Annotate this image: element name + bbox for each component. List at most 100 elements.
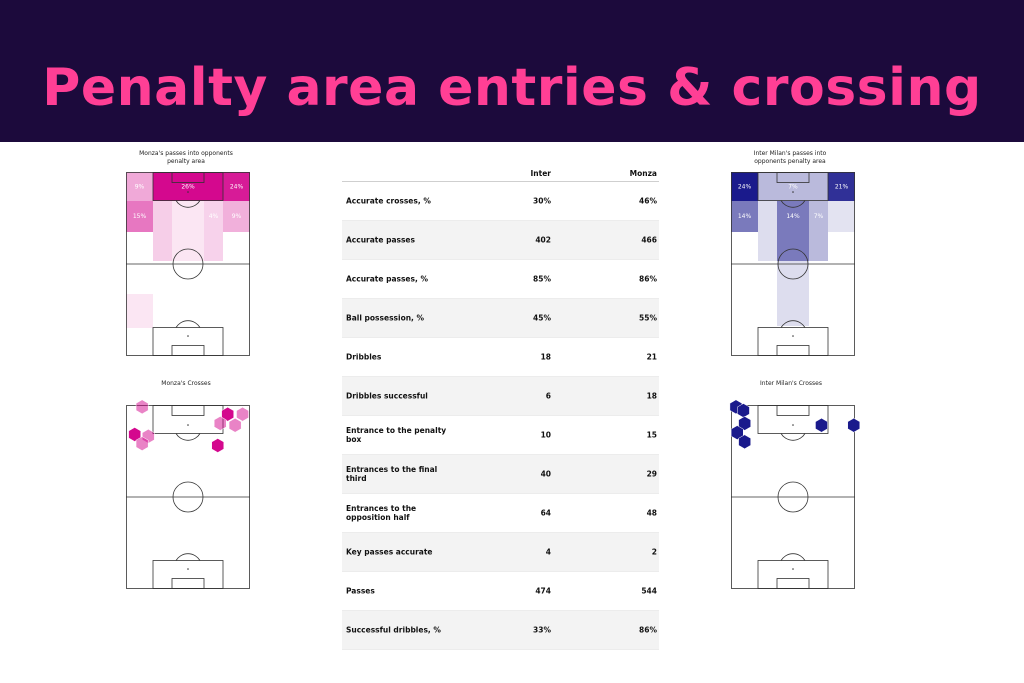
title-banner bbox=[0, 0, 1024, 142]
top-penalty-box bbox=[152, 405, 224, 434]
stat-value-inter: 40 bbox=[540, 469, 551, 479]
stat-label: Accurate passes bbox=[346, 235, 415, 245]
stat-value-monza: 544 bbox=[641, 586, 657, 596]
stat-value-monza: 18 bbox=[646, 391, 657, 401]
bottom-penalty-box bbox=[152, 327, 224, 356]
top-penalty-spot bbox=[187, 191, 189, 193]
top-penalty-spot bbox=[792, 424, 794, 426]
cross-hex bbox=[228, 417, 242, 433]
heat-cell-label: 9% bbox=[135, 184, 145, 191]
heat-cell-mid-left-low bbox=[126, 294, 153, 328]
heat-cell-label: 14% bbox=[786, 213, 800, 220]
heat-cell-box-center-right bbox=[204, 201, 223, 261]
stat-label: Passes bbox=[346, 586, 375, 596]
stat-value-inter: 474 bbox=[535, 586, 551, 596]
stat-value-inter: 402 bbox=[535, 235, 551, 245]
heat-cell-box-left-top bbox=[731, 172, 758, 201]
cross-hex bbox=[730, 425, 744, 440]
heat-cell-box-right-top bbox=[223, 172, 250, 201]
top-penalty-arc bbox=[175, 200, 201, 208]
table-row: Successful dribbles, % 33% 86% bbox=[342, 611, 659, 650]
stats-table: Inter Monza Accurate crosses, % 30% 46% Acc… bbox=[342, 164, 659, 650]
heat-cell-label: 7% bbox=[814, 213, 824, 220]
cross-hex bbox=[211, 438, 225, 453]
center-circle bbox=[777, 248, 809, 280]
heat-cell-box-right bbox=[828, 201, 855, 232]
heat-cell-label: 7% bbox=[788, 184, 798, 191]
table-row: Entrances to the final third 40 29 bbox=[342, 455, 659, 494]
center-circle bbox=[172, 481, 204, 513]
stat-value-monza: 29 bbox=[646, 469, 657, 479]
top-goal-area bbox=[171, 172, 205, 183]
bottom-goal-area bbox=[776, 345, 810, 356]
heat-cell-label: 21% bbox=[835, 184, 849, 191]
pitch-lines bbox=[126, 405, 250, 589]
stat-label: Successful dribbles, % bbox=[346, 625, 441, 635]
stat-value-inter: 10 bbox=[540, 430, 551, 440]
stat-value-monza: 86% bbox=[639, 274, 657, 284]
table-row: Passes 474 544 bbox=[342, 572, 659, 611]
stat-value-inter: 45% bbox=[533, 313, 551, 323]
stat-value-monza: 15 bbox=[646, 430, 657, 440]
heat-cell-box-center bbox=[777, 201, 809, 261]
bottom-penalty-box bbox=[757, 327, 829, 356]
inter-crosses-pitch bbox=[729, 399, 861, 589]
stat-value-inter: 18 bbox=[540, 352, 551, 362]
page-title: Penalty area entries & crossing bbox=[42, 58, 982, 118]
top-penalty-spot bbox=[187, 424, 189, 426]
heat-cell-box-left bbox=[126, 201, 153, 232]
monza-crosses-title: Monza's Crosses bbox=[161, 380, 211, 387]
bottom-penalty-spot bbox=[187, 568, 189, 570]
heat-cell-box-left-top bbox=[126, 172, 153, 201]
heat-cell-box-center-left bbox=[758, 201, 777, 261]
monza-passes-title: Monza's passes into opponents penalty ar… bbox=[139, 150, 233, 165]
stat-value-monza: 466 bbox=[641, 235, 657, 245]
cross-hex bbox=[128, 427, 141, 442]
heat-cell-mid-center bbox=[777, 261, 809, 326]
bottom-penalty-arc bbox=[175, 320, 201, 328]
table-row: Entrances to the opposition half 64 48 bbox=[342, 494, 659, 533]
column-header-monza: Monza bbox=[629, 169, 657, 178]
bottom-goal-area bbox=[171, 345, 205, 356]
bottom-penalty-box bbox=[152, 560, 224, 589]
top-penalty-spot bbox=[792, 191, 794, 193]
heat-cell-label: 14% bbox=[738, 213, 752, 220]
heat-cell-label: 24% bbox=[230, 184, 244, 191]
table-row: Accurate crosses, % 30% 46% bbox=[342, 182, 659, 221]
stat-value-monza: 2 bbox=[651, 547, 657, 557]
bottom-penalty-arc bbox=[175, 553, 201, 561]
heat-cell-box-right-top bbox=[828, 172, 855, 201]
top-goal-area bbox=[776, 172, 810, 183]
cross-hex bbox=[738, 434, 751, 450]
stat-label: Dribbles successful bbox=[346, 391, 428, 401]
table-row: Key passes accurate 4 2 bbox=[342, 533, 659, 572]
stat-value-monza: 21 bbox=[646, 352, 657, 362]
stat-value-monza: 46% bbox=[639, 196, 657, 206]
table-row: Dribbles 18 21 bbox=[342, 338, 659, 377]
stat-label: Key passes accurate bbox=[346, 547, 433, 557]
heat-cell-box-right bbox=[223, 201, 250, 232]
stat-label: Entrances to the opposition half bbox=[346, 504, 417, 522]
stat-label: Accurate crosses, % bbox=[346, 196, 431, 206]
cross-hex bbox=[738, 416, 751, 431]
top-goal-area bbox=[171, 405, 205, 416]
stat-value-inter: 6 bbox=[545, 391, 551, 401]
top-goal-area bbox=[776, 405, 810, 416]
center-circle bbox=[777, 481, 809, 513]
stat-value-inter: 33% bbox=[533, 625, 551, 635]
cross-hex bbox=[236, 406, 249, 422]
stat-value-inter: 4 bbox=[545, 547, 551, 557]
heat-cell-box-left bbox=[731, 201, 758, 232]
bottom-penalty-spot bbox=[187, 335, 189, 337]
monza-crosses-pitch bbox=[126, 399, 250, 589]
heat-cell-label: 4% bbox=[209, 213, 219, 220]
table-row: Accurate passes, % 85% 86% bbox=[342, 260, 659, 299]
inter-passes-title: Inter Milan's passes into opponents pena… bbox=[753, 150, 827, 165]
bottom-goal-area bbox=[171, 578, 205, 589]
cross-hex bbox=[135, 399, 149, 415]
bottom-penalty-arc bbox=[780, 320, 806, 328]
heat-cell-label: 24% bbox=[738, 184, 752, 191]
stat-value-monza: 48 bbox=[646, 508, 657, 518]
stat-value-inter: 64 bbox=[540, 508, 551, 518]
stat-label: Ball possession, % bbox=[346, 313, 425, 323]
